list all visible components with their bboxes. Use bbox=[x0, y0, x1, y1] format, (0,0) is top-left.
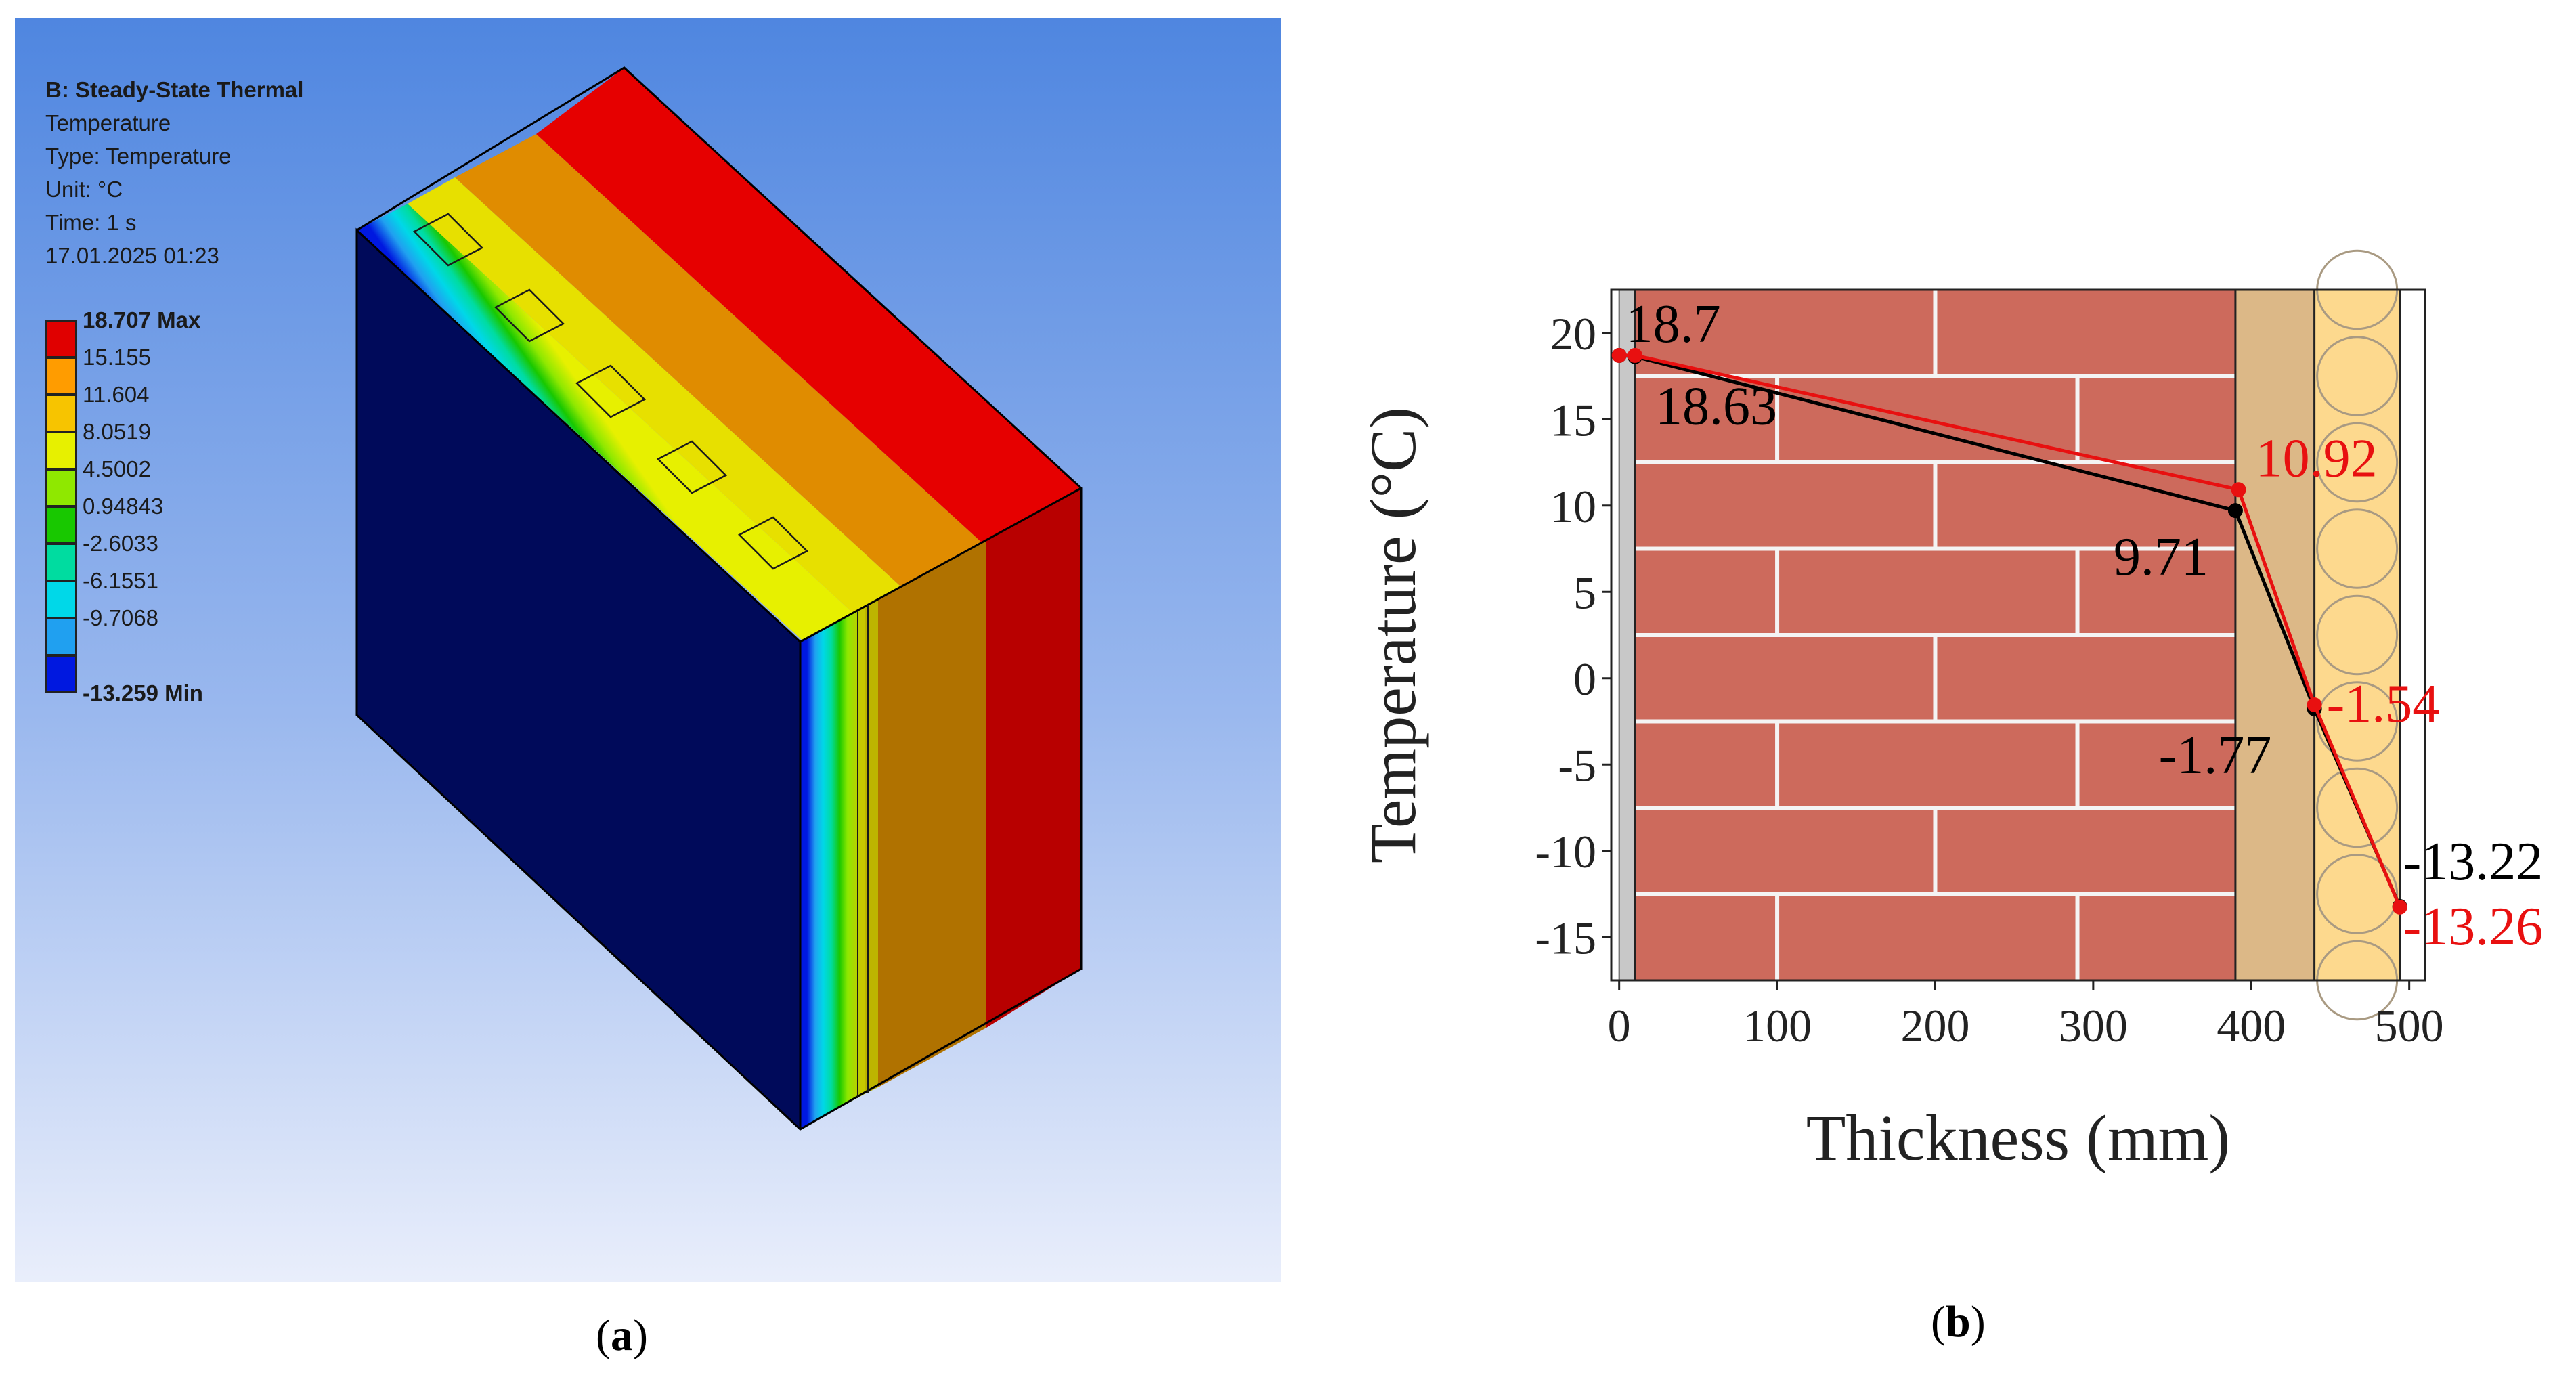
scale-band: 18.707 Max bbox=[45, 308, 269, 357]
brick-pattern bbox=[1635, 290, 2235, 980]
caption-b-letter: b bbox=[1945, 1297, 1971, 1347]
side-face-warm-zone bbox=[878, 540, 986, 1087]
scale-band: -6.1551 bbox=[45, 569, 269, 618]
scale-level-label: -6.1551 bbox=[83, 568, 158, 593]
top-face-warm-zone bbox=[455, 134, 1000, 600]
scale-swatch bbox=[45, 581, 77, 618]
plot-frame bbox=[1610, 288, 2426, 982]
layer-wood-fiber bbox=[2235, 290, 2315, 980]
wool-loop bbox=[2316, 767, 2399, 848]
wool-loop bbox=[2316, 336, 2399, 416]
scale-band: 11.604 bbox=[45, 383, 269, 432]
color-scale: 18.707 Max 15.155 11.604 8.0519 4.5002 0.9484… bbox=[45, 308, 269, 705]
scale-swatch bbox=[45, 357, 77, 395]
data-label: 9.71 bbox=[2114, 527, 2208, 587]
series-point-0 bbox=[2227, 503, 2243, 519]
scale-band: 0.94843 bbox=[45, 494, 269, 544]
wool-loop bbox=[2316, 594, 2399, 676]
scale-swatch bbox=[45, 655, 77, 693]
scale-level-label: -9.7068 bbox=[83, 605, 158, 630]
scale-swatch bbox=[45, 320, 77, 357]
wool-loop bbox=[2316, 422, 2399, 503]
data-label: -1.54 bbox=[2327, 674, 2440, 734]
y-tick-label: 15 bbox=[1550, 394, 1596, 445]
wool-loop bbox=[2316, 508, 2399, 589]
x-axis-label: Thickness (mm) bbox=[1806, 1102, 2231, 1174]
fea-model-view bbox=[15, 18, 1281, 1282]
scale-swatch bbox=[45, 618, 77, 655]
scale-max-label: 18.707 Max bbox=[83, 307, 201, 332]
analysis-title: B: Steady-State Thermal bbox=[45, 77, 304, 102]
x-tick-label: 400 bbox=[2217, 1000, 2286, 1051]
y-tick-label: 10 bbox=[1550, 481, 1596, 532]
data-label: 10.92 bbox=[2256, 429, 2378, 488]
y-tick-label: -15 bbox=[1535, 912, 1596, 963]
side-face-yellow-zone bbox=[865, 600, 878, 1094]
caption-b: (b) bbox=[1931, 1297, 1986, 1347]
x-tick-label: 200 bbox=[1900, 1000, 1969, 1051]
y-tick-label: 20 bbox=[1550, 308, 1596, 360]
side-face-cold-zone bbox=[800, 607, 865, 1129]
wool-loop bbox=[2316, 854, 2399, 934]
layer-plaster bbox=[1619, 290, 1636, 980]
fasteners bbox=[412, 213, 809, 570]
result-time: Time: 1 s bbox=[45, 210, 137, 235]
series-point-1 bbox=[2392, 899, 2407, 915]
wool-loop bbox=[2316, 681, 2399, 762]
scale-band: 15.155 bbox=[45, 345, 269, 395]
scale-band: 4.5002 bbox=[45, 457, 269, 506]
fea-panel: B: Steady-State Thermal Temperature Type… bbox=[15, 18, 1281, 1282]
top-face-hot-zone bbox=[536, 68, 1081, 559]
data-label: -1.77 bbox=[2159, 726, 2272, 785]
result-type: Type: Temperature bbox=[45, 144, 232, 169]
scale-level-label: 8.0519 bbox=[83, 419, 151, 444]
data-label: -13.22 bbox=[2403, 832, 2544, 892]
scale-band: -9.7068 bbox=[45, 606, 269, 655]
side-face-hot-zone bbox=[986, 488, 1081, 1028]
data-label: -13.26 bbox=[2403, 897, 2544, 957]
scale-band: -2.6033 bbox=[45, 531, 269, 581]
x-tick-label: 500 bbox=[2375, 1000, 2444, 1051]
scale-swatch bbox=[45, 469, 77, 506]
result-date: 17.01.2025 01:23 bbox=[45, 243, 219, 268]
scale-swatch bbox=[45, 395, 77, 432]
result-unit: Unit: °C bbox=[45, 177, 123, 202]
caption-a: (a) bbox=[596, 1311, 648, 1360]
data-label: 18.63 bbox=[1655, 377, 1777, 437]
y-tick-label: 0 bbox=[1573, 653, 1596, 705]
result-name: Temperature bbox=[45, 110, 171, 135]
scale-band: 8.0519 bbox=[45, 420, 269, 469]
series-point-1 bbox=[2307, 697, 2322, 713]
y-tick-label: 5 bbox=[1573, 567, 1596, 618]
scale-level-label: 11.604 bbox=[83, 382, 150, 407]
series-point-1 bbox=[2231, 482, 2246, 498]
scale-level-label: -2.6033 bbox=[83, 531, 158, 556]
scale-level-label: 4.5002 bbox=[83, 456, 151, 481]
result-legend: B: Steady-State Thermal Temperature Type… bbox=[45, 73, 303, 272]
scale-swatch bbox=[45, 432, 77, 469]
y-tick-label: -10 bbox=[1535, 826, 1596, 877]
front-face-cold bbox=[357, 230, 800, 1129]
x-tick-label: 100 bbox=[1743, 1000, 1812, 1051]
series-point-1 bbox=[1628, 347, 1643, 363]
series-point-1 bbox=[1611, 347, 1627, 363]
scale-band bbox=[45, 655, 269, 693]
scale-min-label: -13.259 Min bbox=[83, 680, 203, 705]
scale-level-label: 0.94843 bbox=[83, 494, 164, 519]
y-axis-label: Temperature (°C) bbox=[1357, 407, 1429, 863]
y-tick-label: -5 bbox=[1558, 739, 1596, 791]
top-face-cold-zone bbox=[357, 204, 868, 654]
scale-swatch bbox=[45, 544, 77, 581]
scale-swatch bbox=[45, 506, 77, 544]
caption-a-letter: a bbox=[610, 1311, 633, 1360]
data-label: 18.7 bbox=[1626, 295, 1721, 354]
top-face-transition-zone bbox=[408, 177, 915, 627]
x-tick-label: 300 bbox=[2059, 1000, 2128, 1051]
scale-level-label: 15.155 bbox=[83, 345, 151, 370]
x-tick-label: 0 bbox=[1608, 1000, 1631, 1051]
